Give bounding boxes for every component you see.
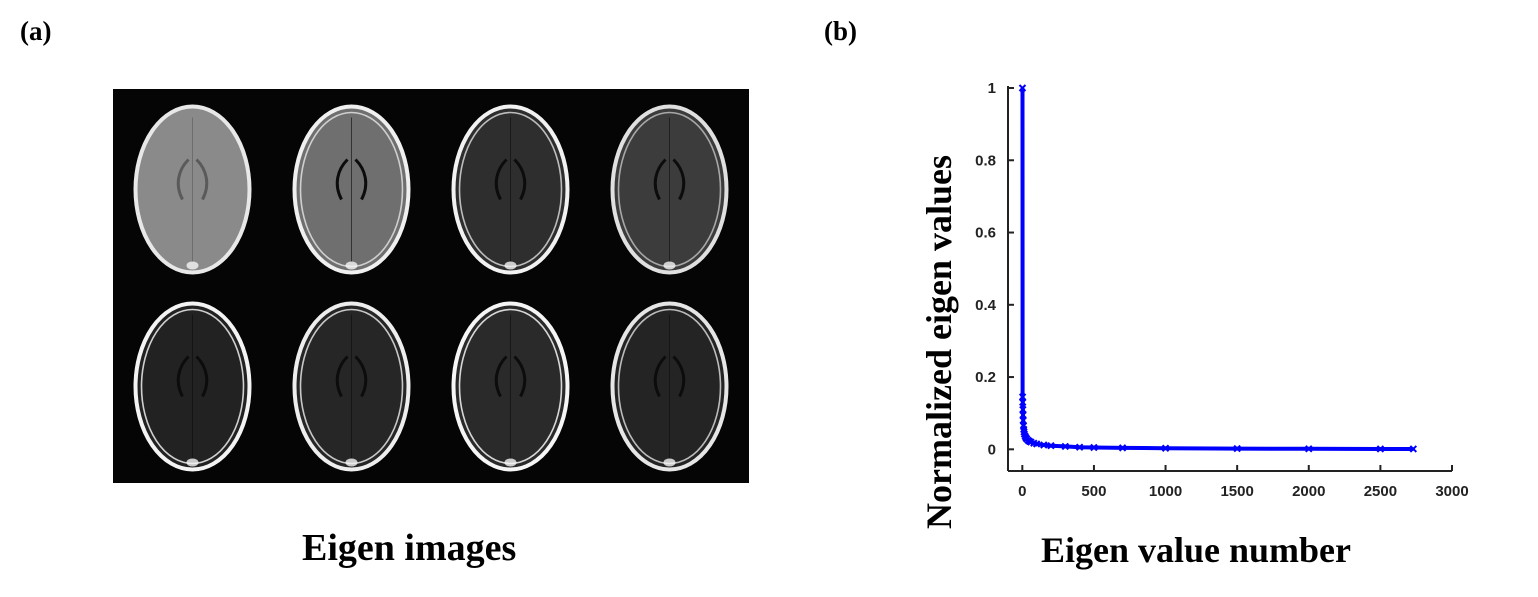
marker-stroke [1090, 443, 1098, 452]
marker-stroke [1019, 398, 1027, 407]
x-axis-title: Eigen value number [1041, 530, 1351, 570]
x-tick-label: 1000 [1149, 483, 1182, 500]
chart-marks [1018, 84, 1418, 453]
x-tick-label: 0 [1018, 483, 1026, 500]
chart-axes: 0 500 1000 1500 2000 2500 3000 0 0.2 0.4 0.6 0.8 1 [975, 80, 1469, 500]
marker-stroke [1030, 439, 1038, 447]
data-point [1161, 444, 1170, 452]
x-tick-label: 3000 [1435, 483, 1468, 500]
marker-stroke [1027, 438, 1035, 446]
marker-stroke [1061, 442, 1069, 451]
eigen-value-chart: Normalized eigen values 0 500 1000 1500 2000… [919, 80, 1469, 570]
x-tick-label: 2000 [1292, 483, 1325, 500]
y-tick-label: 0.4 [975, 297, 997, 314]
eigen-image-4 [610, 104, 729, 275]
data-point [1409, 445, 1418, 453]
x-tick-label: 1500 [1220, 483, 1253, 500]
eigen-image-7 [451, 301, 570, 472]
data-point [1032, 440, 1041, 448]
marker-stroke [1161, 444, 1170, 452]
eigen-image-5 [133, 301, 252, 472]
y-tick-label: 0.8 [975, 152, 996, 169]
marker-stroke [1018, 84, 1027, 92]
marker-stroke [1376, 445, 1385, 453]
marker-stroke [1305, 445, 1313, 453]
y-tick-label: 0.6 [975, 225, 996, 242]
eigen-image-6 [292, 301, 411, 472]
eigen-image-8 [610, 301, 729, 472]
y-tick-label: 1 [988, 80, 996, 97]
data-point [1305, 445, 1313, 453]
marker-stroke [1020, 430, 1029, 438]
panel-label-b: (b) [824, 16, 857, 46]
eigen-images-caption: Eigen images [302, 527, 517, 569]
series-line [1020, 87, 1414, 451]
y-tick-label: 0 [988, 441, 996, 458]
marker-stroke [1075, 443, 1084, 451]
marker-stroke [1409, 445, 1418, 453]
eigen-image-grid [113, 89, 749, 483]
data-point [1233, 444, 1241, 453]
marker-stroke [1047, 442, 1055, 450]
y-axis-title: Normalized eigen values [919, 155, 959, 529]
eigen-image-3 [451, 104, 570, 275]
marker-stroke [1118, 444, 1127, 452]
x-tick-label: 2500 [1364, 483, 1397, 500]
data-point [1075, 443, 1084, 451]
y-tick-label: 0.2 [975, 369, 996, 386]
eigen-image-2 [292, 104, 411, 275]
data-point [1019, 398, 1027, 407]
data-point [1090, 443, 1098, 452]
data-point [1061, 442, 1069, 451]
x-tick-label: 500 [1081, 483, 1106, 500]
data-point [1118, 444, 1127, 452]
marker-stroke [1233, 444, 1241, 453]
data-point [1040, 441, 1048, 449]
data-point [1047, 442, 1055, 450]
panel-label-a: (a) [20, 16, 52, 46]
marker-stroke [1032, 440, 1041, 448]
data-point [1376, 445, 1385, 453]
data-point [1018, 84, 1027, 92]
marker-stroke [1040, 441, 1048, 449]
eigen-image-1 [133, 104, 252, 275]
y-axis-label: Normalized eigen values [919, 155, 959, 529]
